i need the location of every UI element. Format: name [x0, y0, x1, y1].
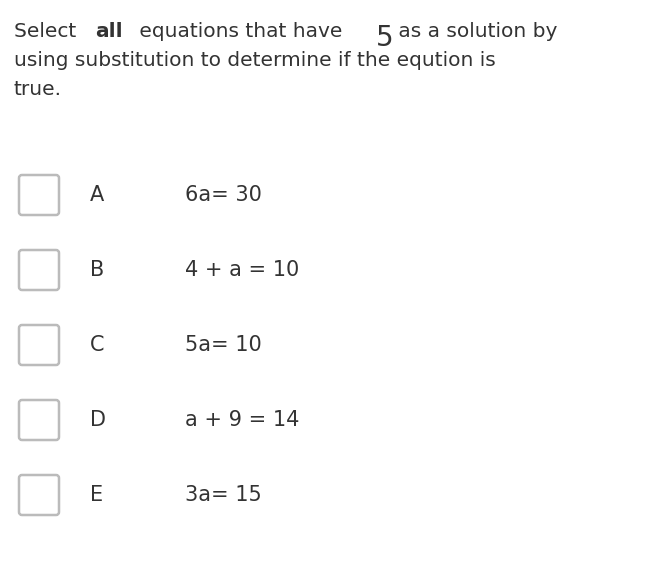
FancyBboxPatch shape: [19, 175, 59, 215]
Text: B: B: [90, 260, 104, 280]
FancyBboxPatch shape: [19, 475, 59, 515]
Text: using substitution to determine if the eqution is: using substitution to determine if the e…: [14, 51, 496, 70]
Text: Select: Select: [14, 22, 83, 41]
Text: true.: true.: [14, 80, 62, 99]
Text: 5: 5: [376, 24, 393, 52]
FancyBboxPatch shape: [19, 400, 59, 440]
FancyBboxPatch shape: [19, 250, 59, 290]
Text: E: E: [90, 485, 103, 505]
Text: as a solution by: as a solution by: [392, 22, 557, 41]
Text: 3a= 15: 3a= 15: [185, 485, 262, 505]
Text: a + 9 = 14: a + 9 = 14: [185, 410, 299, 430]
Text: D: D: [90, 410, 106, 430]
Text: equations that have: equations that have: [133, 22, 348, 41]
FancyBboxPatch shape: [19, 325, 59, 365]
Text: all: all: [95, 22, 122, 41]
Text: 5a= 10: 5a= 10: [185, 335, 262, 355]
Text: C: C: [90, 335, 105, 355]
Text: 6a= 30: 6a= 30: [185, 185, 262, 205]
Text: 4 + a = 10: 4 + a = 10: [185, 260, 299, 280]
Text: A: A: [90, 185, 104, 205]
